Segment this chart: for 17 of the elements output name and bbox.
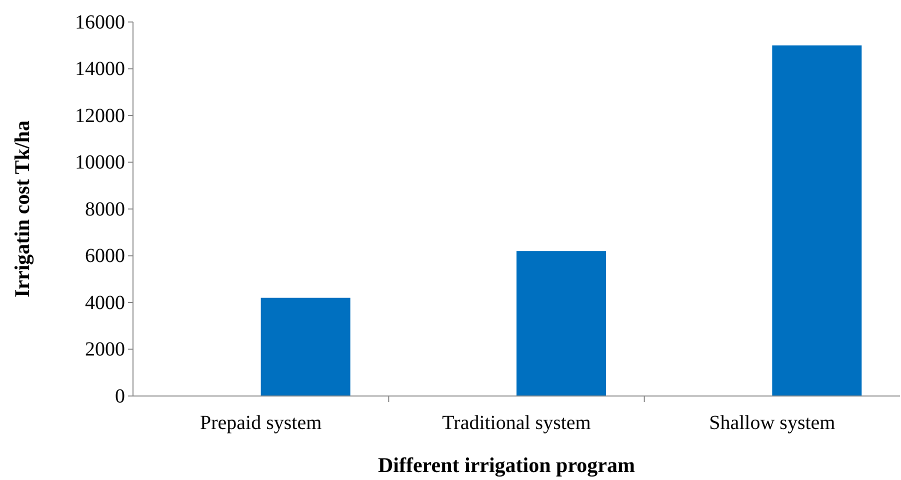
x-tick-label: Shallow system [709,412,836,434]
x-tick-label: Traditional system [442,412,592,434]
y-tick-label: 10000 [75,152,125,174]
y-tick-label: 12000 [75,104,125,127]
y-tick-label: 0 [115,385,125,408]
y-tick-label: 8000 [85,198,125,220]
bar [260,298,350,396]
y-tick-label: 2000 [85,338,125,361]
y-tick-label: 6000 [85,245,125,268]
x-tick-label: Prepaid system [200,412,322,434]
y-tick-label: 14000 [75,58,125,80]
bar [772,45,862,396]
y-tick-label: 16000 [75,11,125,34]
y-axis-title: Irrigatin cost Tk/ha [10,120,34,298]
bar [516,251,606,396]
x-axis-title: Different irrigation program [378,453,636,477]
y-tick-label: 4000 [85,292,125,314]
